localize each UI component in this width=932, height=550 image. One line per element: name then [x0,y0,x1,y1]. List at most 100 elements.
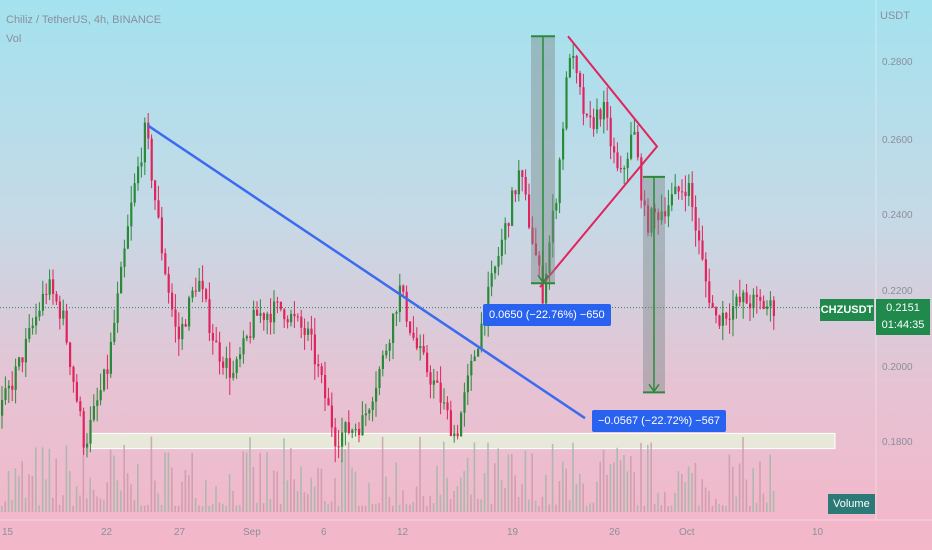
candle-body [623,168,626,170]
volume-bar [456,485,459,512]
volume-bar [79,495,81,512]
candle-body [347,422,350,433]
volume-bar [174,506,176,512]
volume-bar [167,452,170,512]
volume-bar [582,483,584,512]
volume-bar [531,453,533,512]
candle-body [568,58,571,78]
candle-body [477,349,480,357]
volume-bar [494,463,496,512]
candle-body [732,306,735,320]
volume-bar [269,499,272,512]
candle-body [755,294,758,297]
candle-body [48,279,51,295]
volume-bar [415,486,418,512]
candle-body [636,131,639,158]
volume-bar [368,482,370,512]
candle-body [650,208,653,233]
volume-bar [772,490,775,512]
volume-bar [330,501,333,512]
candle-body [596,109,599,130]
candle-body [460,412,463,437]
volume-bar [109,449,112,512]
volume-bar [24,497,27,512]
candle-body [422,346,425,353]
candle-body [721,312,724,326]
candle-body [351,429,354,433]
volume-bar [45,479,47,512]
candle-body [24,338,27,363]
candle-body [388,343,391,351]
candle-body [126,226,129,249]
volume-bar [385,476,387,512]
volume-bar [534,500,537,512]
volume-bar [728,454,731,512]
volume-bar [334,478,336,512]
volume-bar [164,452,166,512]
candle-body [725,312,728,319]
candle-body [589,115,592,118]
candle-body [242,338,245,355]
volume-bar [735,496,737,512]
time-axis-tick: 22 [101,527,113,538]
volume-bar [344,449,346,512]
measure-annotation-2[interactable]: −0.0567 (−22.72%) −567 [592,410,727,432]
volume-bar [262,503,265,512]
candle-body [303,327,306,335]
candle-body [293,313,296,317]
volume-bar [704,487,707,512]
volume-bar [487,442,489,512]
candle-body [517,170,520,195]
candle-body [762,300,765,309]
candle-body [58,301,61,319]
candle-body [395,312,398,314]
candle-body [735,296,738,307]
candle-body [708,281,711,303]
candle-body [684,191,687,196]
volume-bar [249,437,251,512]
candle-body [415,337,418,349]
candle-body [772,300,775,317]
candle-body [320,366,323,375]
volume-bar [596,481,598,512]
candle-body [79,401,82,412]
volume-bar [572,442,574,512]
candle-body [18,357,21,367]
candle-body [548,242,551,274]
volume-bar [143,505,146,512]
candle-body [579,73,582,88]
candle-body [269,313,272,323]
volume-bar [320,468,323,512]
volume-bar [674,492,676,512]
volume-bar [392,505,394,512]
time-axis-tick: 27 [174,527,186,538]
volume-bar [313,486,316,512]
volume-bar [592,502,595,512]
volume-bar [460,477,462,512]
trend-line [147,124,586,420]
last-price-tag: 0.2151 01:44:35 [876,299,930,335]
volume-bar [640,442,642,512]
volume-pane-tag: Volume [828,494,875,514]
candle-body [463,392,466,413]
candle-body [409,321,412,333]
candle-body [120,266,123,294]
volume-bar [140,505,142,512]
volume-bar [660,505,663,512]
candle-body [310,328,313,335]
candle-body [324,375,327,399]
candle-body [698,230,701,241]
candle-body [606,102,609,118]
candle-body [375,387,378,402]
volume-bar [201,506,204,512]
volume-bar [228,474,231,512]
candle-body [766,306,769,309]
candle-body [562,128,565,160]
candle-body [62,310,65,319]
measure-annotation-1[interactable]: 0.0650 (−22.76%) −650 [483,304,611,326]
volume-bar [290,448,292,512]
volume-bar [252,467,255,512]
volume-bar [524,450,527,512]
